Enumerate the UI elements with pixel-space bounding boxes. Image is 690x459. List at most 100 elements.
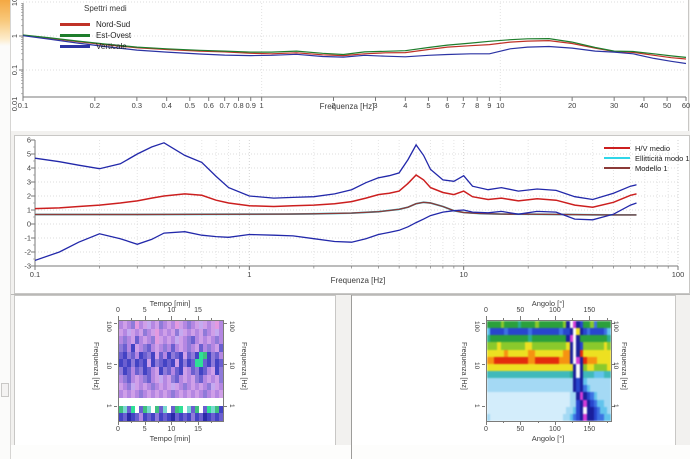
heatmap-cell — [195, 413, 199, 421]
heatmap-cell — [191, 344, 195, 352]
heatmap-cell — [175, 367, 179, 375]
heatmap-cell — [215, 359, 219, 368]
heatmap-cell — [593, 321, 597, 329]
y-tick-label: 100 — [105, 321, 112, 332]
y-tick-label: 10 — [612, 362, 619, 370]
heatmap-cell — [139, 390, 143, 398]
heatmap-cell — [490, 406, 494, 414]
heatmap-cell — [603, 399, 608, 407]
heatmap-cell — [507, 356, 512, 364]
heatmap-cell — [572, 349, 577, 357]
heatmap-cell — [493, 342, 498, 350]
heatmap-cell — [163, 397, 167, 406]
heatmap-cell — [179, 344, 183, 352]
heatmap-cell — [219, 382, 223, 391]
heatmap-cell — [159, 390, 163, 398]
tick-label: 0 — [116, 426, 120, 433]
heatmap-cell — [497, 328, 501, 336]
heatmap-cell — [566, 342, 570, 350]
heatmap-cell — [171, 390, 175, 398]
axis-minor-tick — [211, 421, 213, 423]
heatmap-cell — [139, 359, 143, 368]
heatmap-cell — [131, 413, 135, 421]
spectrogram-ylabel-right: Frequenza [Hz] — [240, 342, 247, 390]
heatmap-cell — [123, 328, 127, 337]
heatmap-cell — [175, 351, 179, 360]
heatmap-cell — [607, 328, 611, 336]
axis-tick — [612, 406, 615, 407]
heatmap-cell — [548, 349, 553, 357]
heatmap-cell — [579, 378, 584, 386]
axis-minor-tick — [158, 421, 159, 423]
heatmap-cell — [119, 336, 123, 345]
heatmap-cell — [590, 392, 594, 400]
directional-grid — [487, 321, 611, 421]
heatmap-cell — [521, 342, 525, 350]
heatmap-cell — [521, 349, 525, 357]
heatmap-cell — [559, 370, 563, 379]
x-tick-label: 100 — [672, 270, 685, 279]
heatmap-cell — [123, 405, 127, 414]
heatmap-cell — [490, 399, 494, 407]
heatmap-cell — [163, 321, 167, 329]
heatmap-cell — [597, 328, 601, 336]
heatmap-cell — [531, 356, 536, 364]
heatmap-cell — [493, 349, 498, 357]
heatmap-cell — [183, 359, 187, 368]
heatmap-cell — [163, 390, 167, 398]
legend-line-swatch — [604, 156, 630, 160]
y-tick-label: 0.01 — [10, 97, 19, 112]
heatmap-cell — [572, 335, 577, 343]
heatmap-cell — [143, 374, 147, 383]
heatmap-cell — [123, 390, 127, 398]
heatmap-cell — [521, 406, 525, 414]
heatmap-cell — [538, 328, 542, 336]
axis-tick — [144, 316, 146, 320]
y-tick-label: 2 — [27, 192, 31, 201]
heatmap-cell — [517, 363, 522, 371]
heatmap-cell — [487, 349, 491, 357]
heatmap-cell — [147, 336, 151, 345]
heatmap-cell — [131, 405, 135, 414]
heatmap-cell — [151, 321, 155, 329]
heatmap-cell — [576, 413, 580, 421]
heatmap-cell — [147, 351, 151, 360]
heatmap-cell — [497, 385, 501, 393]
heatmap-cell — [159, 321, 163, 329]
heatmap-row — [487, 335, 611, 343]
heatmap-cell — [123, 374, 127, 383]
heatmap-cell — [171, 336, 175, 345]
heatmap-cell — [576, 335, 580, 343]
x-tick-label: 1 — [260, 101, 264, 110]
axis-tick — [198, 316, 199, 320]
heatmap-cell — [514, 392, 518, 400]
heatmap-cell — [590, 342, 594, 350]
axis-tick — [520, 316, 522, 320]
directional-heatmap — [486, 320, 612, 422]
heatmap-cell — [524, 321, 529, 329]
heatmap-cell — [607, 392, 611, 400]
heatmap-cell — [139, 321, 143, 329]
heatmap-cell — [167, 328, 171, 337]
heatmap-cell — [507, 413, 512, 421]
heatmap-cell — [504, 321, 508, 329]
heatmap-cell — [576, 399, 580, 407]
heatmap-cell — [151, 374, 155, 383]
heatmap-cell — [583, 363, 587, 371]
heatmap-cell — [562, 328, 567, 336]
heatmap-cell — [552, 356, 556, 364]
heatmap-cell — [147, 344, 151, 352]
heatmap-cell — [139, 397, 143, 406]
tick-label: 100 — [549, 426, 561, 433]
heatmap-cell — [548, 363, 553, 371]
heatmap-cell — [576, 349, 580, 357]
heatmap-cell — [555, 321, 560, 329]
heatmap-cell — [562, 321, 567, 329]
heatmap-cell — [131, 367, 135, 375]
legend-item: Modello 1 — [604, 163, 690, 173]
heatmap-cell — [199, 413, 203, 421]
heatmap-cell — [538, 356, 542, 364]
x-tick-label: 60 — [682, 101, 690, 110]
heatmap-cell — [552, 413, 556, 421]
heatmap-cell — [143, 336, 147, 345]
